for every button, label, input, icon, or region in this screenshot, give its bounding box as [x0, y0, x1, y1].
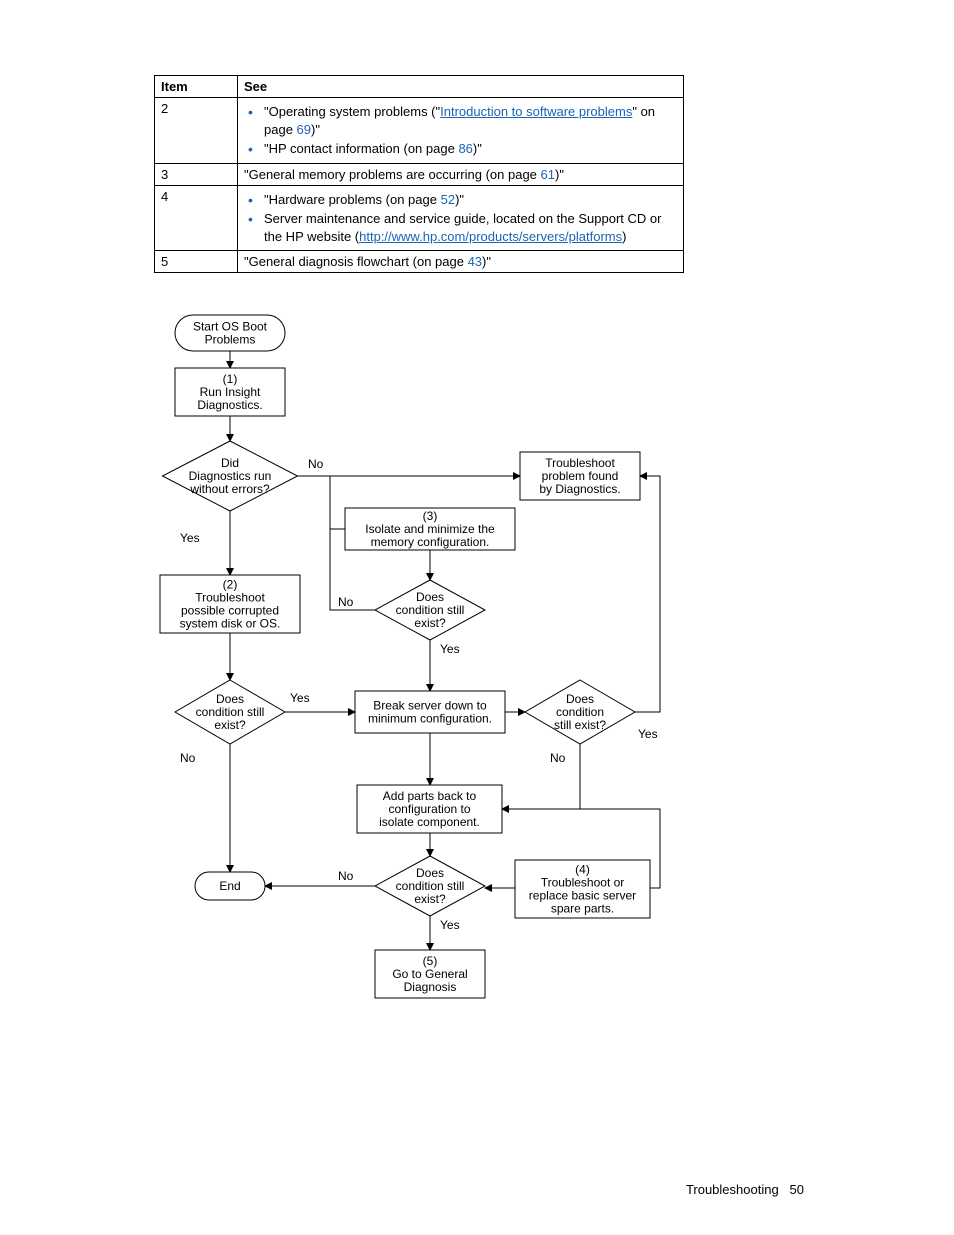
svg-text:Yes: Yes: [440, 918, 460, 932]
table-row: 4 "Hardware problems (on page 52)" Serve…: [155, 185, 684, 251]
svg-text:Break server down tominimum co: Break server down tominimum configuratio…: [368, 699, 492, 726]
svg-text:Yes: Yes: [180, 531, 200, 545]
page-ref[interactable]: 61: [541, 167, 555, 182]
os-boot-flowchart: Start OS BootProblems(1)Run InsightDiagn…: [120, 310, 700, 1070]
list-item: "Hardware problems (on page 52)": [244, 191, 677, 209]
page-footer: Troubleshooting 50: [686, 1182, 804, 1197]
reference-table: Item See 2 "Operating system problems ("…: [154, 75, 684, 273]
cell-item: 2: [155, 98, 238, 164]
table-row: 5 "General diagnosis flowchart (on page …: [155, 251, 684, 273]
svg-text:End: End: [219, 879, 240, 893]
table-row: 3 "General memory problems are occurring…: [155, 163, 684, 185]
link-intro-software[interactable]: Introduction to software problems: [440, 104, 632, 119]
svg-text:No: No: [308, 457, 324, 471]
svg-text:No: No: [338, 595, 354, 609]
page-ref[interactable]: 52: [441, 192, 455, 207]
svg-text:Yes: Yes: [290, 691, 310, 705]
cell-item: 3: [155, 163, 238, 185]
list-item: Server maintenance and service guide, lo…: [244, 210, 677, 245]
svg-text:No: No: [550, 751, 566, 765]
svg-text:Yes: Yes: [440, 642, 460, 656]
cell-item: 4: [155, 185, 238, 251]
list-item: "Operating system problems ("Introductio…: [244, 103, 677, 138]
th-see: See: [238, 76, 684, 98]
cell-item: 5: [155, 251, 238, 273]
page-ref[interactable]: 69: [297, 122, 311, 137]
svg-text:Troubleshootproblem foundby Di: Troubleshootproblem foundby Diagnostics.: [539, 456, 620, 496]
table-row: 2 "Operating system problems ("Introduct…: [155, 98, 684, 164]
svg-text:Add parts back toconfiguration: Add parts back toconfiguration toisolate…: [379, 789, 480, 829]
svg-text:No: No: [338, 869, 354, 883]
th-item: Item: [155, 76, 238, 98]
svg-text:Yes: Yes: [638, 727, 658, 741]
svg-text:No: No: [180, 751, 196, 765]
link-hp-website[interactable]: http://www.hp.com/products/servers/platf…: [359, 229, 622, 244]
list-item: "HP contact information (on page 86)": [244, 140, 677, 158]
page-ref[interactable]: 86: [458, 141, 472, 156]
page-ref[interactable]: 43: [468, 254, 482, 269]
